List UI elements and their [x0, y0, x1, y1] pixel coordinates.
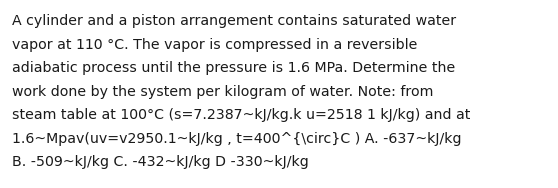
- Text: 1.6~Mpav(uv=v2950.1~kJ/kg , t=400^{\circ}C ) A. -637~kJ/kg: 1.6~Mpav(uv=v2950.1~kJ/kg , t=400^{\circ…: [12, 131, 461, 146]
- Text: vapor at 110 °C. The vapor is compressed in a reversible: vapor at 110 °C. The vapor is compressed…: [12, 37, 417, 52]
- Text: work done by the system per kilogram of water. Note: from: work done by the system per kilogram of …: [12, 84, 434, 99]
- Text: adiabatic process until the pressure is 1.6 MPa. Determine the: adiabatic process until the pressure is …: [12, 61, 455, 75]
- Text: steam table at 100°C (s=7.2387~kJ/kg.k u=2518 1 kJ/kg) and at: steam table at 100°C (s=7.2387~kJ/kg.k u…: [12, 108, 470, 122]
- Text: A cylinder and a piston arrangement contains saturated water: A cylinder and a piston arrangement cont…: [12, 14, 456, 28]
- Text: B. -509~kJ/kg C. -432~kJ/kg D -330~kJ/kg: B. -509~kJ/kg C. -432~kJ/kg D -330~kJ/kg: [12, 155, 309, 169]
